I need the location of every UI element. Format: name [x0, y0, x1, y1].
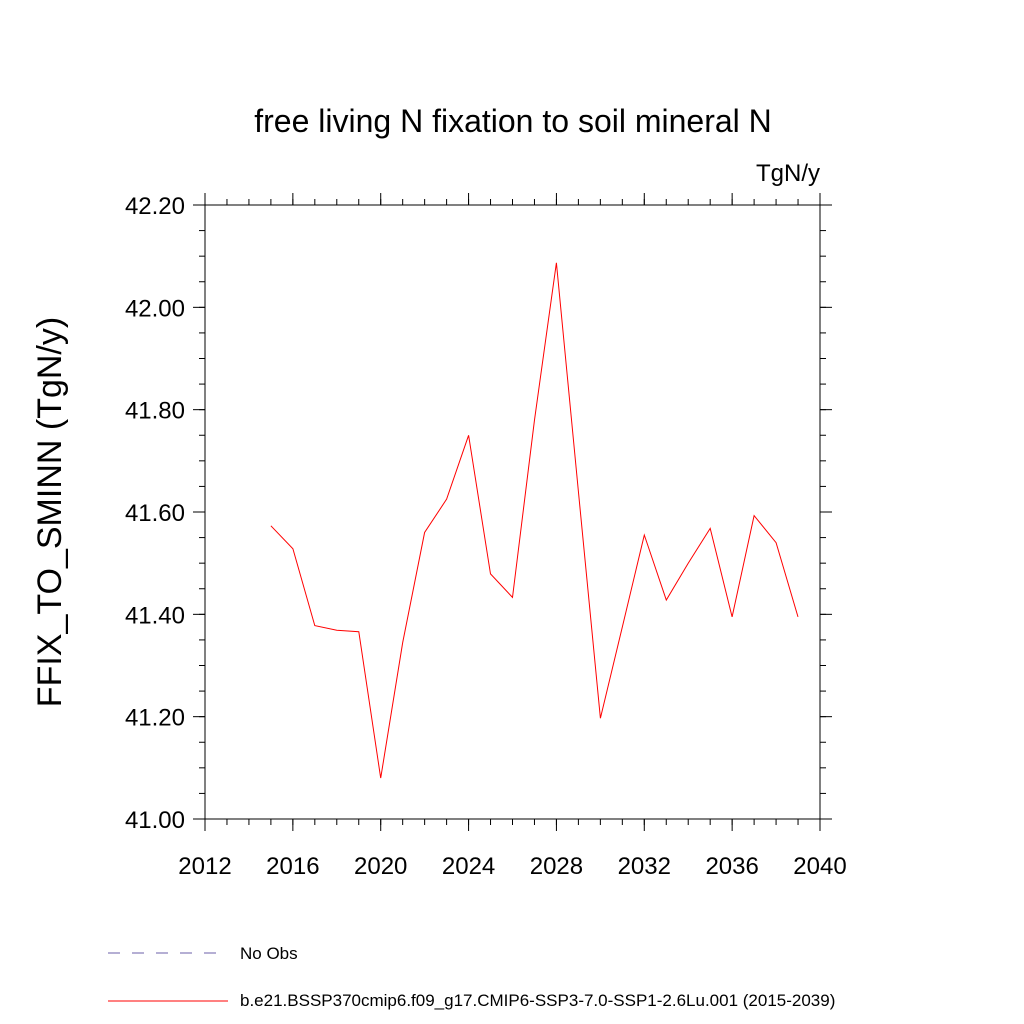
plot-frame: [204, 204, 821, 820]
legend: No Obs b.e21.BSSP370cmip6.f09_g17.CMIP6-…: [108, 944, 835, 1010]
y-tick-labels: 41.00 41.20 41.40 41.60 41.80 42.00 42.20: [125, 193, 185, 834]
x-tick-label: 2024: [442, 853, 495, 880]
x-tick-label: 2040: [793, 853, 846, 880]
y-tick-label: 42.20: [125, 193, 185, 220]
x-tick-labels: 2012 2016 2020 2024 2028 2032 2036 2040: [178, 853, 846, 880]
x-tick-label: 2016: [266, 853, 319, 880]
legend-label-no-obs: No Obs: [240, 944, 298, 963]
units-label: TgN/y: [756, 160, 820, 187]
x-tick-label: 2036: [705, 853, 758, 880]
y-tick-label: 41.00: [125, 807, 185, 834]
chart-title: free living N fixation to soil mineral N: [254, 103, 772, 139]
legend-label-model: b.e21.BSSP370cmip6.f09_g17.CMIP6-SSP3-7.…: [240, 991, 835, 1010]
x-tick-label: 2012: [178, 853, 231, 880]
y-tick-label: 41.40: [125, 602, 185, 629]
series-line: [270, 262, 799, 779]
y-minor-ticks: [199, 204, 826, 820]
y-tick-label: 42.00: [125, 295, 185, 322]
x-tick-label: 2032: [618, 853, 671, 880]
y-tick-label: 41.20: [125, 705, 185, 732]
x-tick-label: 2028: [530, 853, 583, 880]
y-tick-label: 41.80: [125, 398, 185, 425]
y-axis-label: FFIX_TO_SMINN (TgN/y): [31, 317, 69, 707]
x-tick-label: 2020: [354, 853, 407, 880]
x-minor-ticks: [204, 199, 821, 825]
y-tick-label: 41.60: [125, 500, 185, 527]
y-major-ticks: [193, 204, 832, 820]
x-major-ticks: [204, 193, 821, 831]
